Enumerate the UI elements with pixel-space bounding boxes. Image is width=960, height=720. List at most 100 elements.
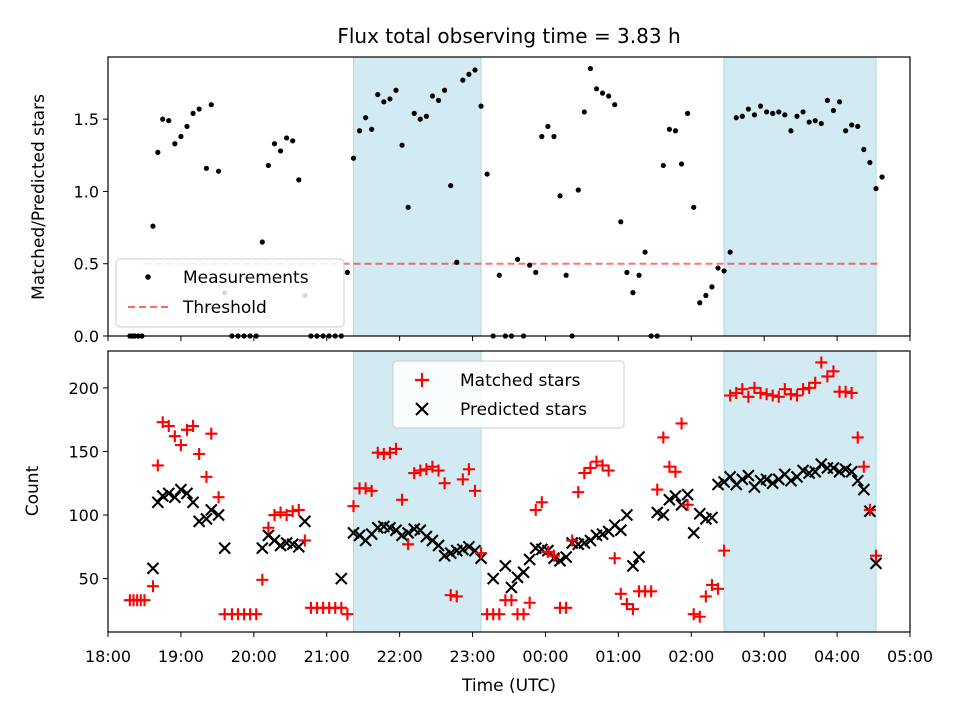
measurement-point [472,67,478,73]
matched-star-point [620,598,633,611]
predicted-star-point [192,515,206,528]
matched-star-point [772,390,785,403]
measurement-point [770,110,776,116]
bottom-xtick-label: 03:00 [741,647,787,666]
predicted-star-point [212,508,225,522]
predicted-star-point [553,554,567,568]
measurement-point [794,113,800,119]
matched-star-point [523,596,536,609]
measurement-point [387,96,393,102]
predicted-star-point [499,559,512,573]
matched-star-point [371,446,384,459]
matched-star-point [456,473,469,486]
measurement-point [660,162,666,169]
flux-ratio-panel: Flux total observing time = 3.83 h Match… [29,24,911,346]
measurement-point [208,102,214,108]
measurement-point [715,265,721,271]
bottom-xtick-label: 18:00 [85,647,131,666]
matched-star-point [596,459,609,472]
matched-star-point [645,585,658,598]
measurement-point [429,93,436,99]
predicted-star-point [815,457,828,471]
measurement-point [709,284,715,290]
matched-star-point [851,431,864,444]
measurement-point [363,115,369,121]
matched-star-point [298,534,311,547]
bottom-plot-frame [107,350,911,633]
measurement-point [575,187,581,193]
legend-marker-matched [415,373,429,387]
matched-star-point [803,381,816,394]
matched-star-point [347,500,360,513]
predicted-star-point [505,581,518,594]
predicted-star-point [298,515,312,528]
predicted-star-point [687,526,700,540]
observing-interval-shade [724,57,876,336]
matched-star-point [790,389,803,402]
observing-interval-shade [353,57,482,336]
measurement-point [393,87,399,93]
predicted-star-point [486,572,500,585]
measurement-point [184,123,190,129]
matched-star-point [869,549,882,562]
matched-star-point [602,464,615,477]
measurement-point [271,141,278,147]
predicted-star-point [620,508,634,522]
matched-star-point [839,385,852,398]
measurement-point [782,112,788,118]
measurement-point [642,249,648,255]
matched-star-point [187,420,200,433]
measurement-point [630,290,636,296]
matched-star-point [450,590,463,603]
measurement-point [417,116,423,122]
predicted-star-point [168,490,182,504]
matched-star-point [584,461,597,474]
predicted-star-point [432,539,445,552]
legend-label-threshold: Threshold [182,298,267,318]
measurement-point [369,126,375,132]
top-ytick-label: 1.0 [74,182,99,201]
predicted-star-point [205,503,218,517]
matched-star-point [468,484,481,497]
bottom-ytick-label: 200 [68,379,99,398]
matched-star-point [426,460,439,473]
bottom-xtick-label: 21:00 [304,647,350,666]
matched-star-point [168,430,181,443]
measurement-point [423,113,429,119]
measurement-point [478,103,484,109]
bottom-legend: Matched stars Predicted stars [392,360,625,429]
matched-star-point [256,573,269,586]
measurement-point [551,133,557,140]
bottom-xtick-label: 05:00 [887,647,933,666]
predicted-star-point [146,562,160,575]
predicted-star-point [760,473,773,486]
counts-panel: Count Time (UTC) 50 100 150 200 18:00 19:00 2… [23,350,933,696]
predicted-star-point [335,572,348,585]
measurement-point [606,93,612,99]
matched-star-point [821,370,834,383]
predicted-star-point [784,474,798,487]
predicted-star-point [614,524,628,537]
predicted-star-point [808,465,822,479]
top-ylabel: Matched/Predicted stars [29,94,49,300]
matched-star-point [475,547,488,560]
predicted-star-point [162,487,176,500]
measurement-point [441,87,448,93]
matched-star-point [341,608,354,621]
matched-star-point [669,465,682,478]
legend-label-matched: Matched stars [460,371,580,391]
matched-star-point [151,459,164,472]
matched-star-point [736,383,749,396]
predicted-star-point [420,530,433,543]
measurement-point [855,123,861,129]
matched-star-point [614,587,627,600]
matched-star-point [699,590,712,603]
measurement-point [172,141,178,147]
measurement-point [666,126,673,132]
measurement-point [375,91,381,98]
matched-star-point [462,463,475,476]
legend-label-predicted: Predicted stars [460,400,587,420]
measurement-point [776,109,782,115]
bottom-ytick-label: 100 [68,506,99,525]
